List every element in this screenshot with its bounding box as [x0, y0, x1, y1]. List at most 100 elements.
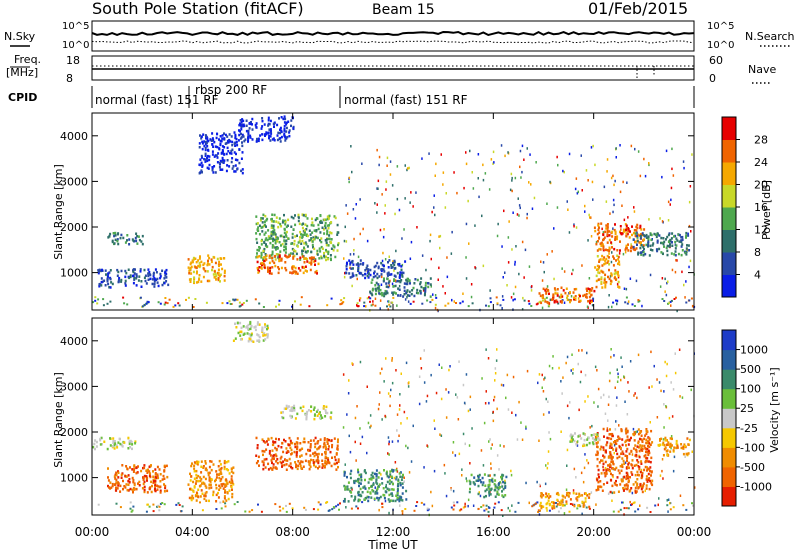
echo-cell [306, 245, 309, 248]
echo-cell [631, 459, 634, 462]
echo-cell [328, 445, 330, 448]
echo-cell [624, 440, 627, 444]
echo-cell [572, 368, 574, 371]
echo-cell [354, 440, 356, 444]
echo-cell [393, 279, 395, 282]
echo-cell [542, 413, 545, 416]
echo-cell [615, 447, 618, 450]
echo-cell [201, 492, 204, 495]
echo-cell [350, 145, 352, 148]
echo-cell [635, 450, 638, 453]
echo-cell [251, 138, 254, 141]
echo-cell [239, 119, 242, 122]
echo-cell [518, 214, 520, 217]
echo-cell [573, 296, 576, 299]
echo-cell [290, 416, 293, 419]
echo-cell [377, 266, 380, 270]
echo-cell [633, 229, 636, 232]
echo-cell [120, 278, 123, 282]
echo-cell [374, 264, 377, 268]
echo-cell [351, 272, 354, 275]
echo-cell [424, 289, 427, 292]
echo-cell [390, 492, 393, 496]
echo-cell [364, 276, 367, 280]
echo-cell [282, 507, 285, 510]
echo-cell [598, 231, 601, 234]
echo-cell [221, 475, 224, 479]
echo-cell [230, 152, 233, 155]
echo-cell [625, 427, 628, 430]
echo-cell [641, 490, 644, 494]
echo-cell [275, 460, 278, 463]
echo-cell [611, 499, 613, 502]
echo-cell [386, 487, 389, 490]
y-tick-label: 3000 [60, 380, 88, 393]
echo-cell [566, 296, 568, 299]
echo-cell [610, 348, 612, 351]
echo-cell [226, 482, 229, 485]
echo-cell [487, 484, 490, 487]
echo-cell [290, 409, 293, 412]
echo-cell [343, 474, 346, 477]
echo-cell [544, 289, 547, 292]
echo-cell [265, 219, 268, 222]
echo-cell [146, 503, 149, 506]
echo-cell [484, 402, 487, 405]
echo-cell [402, 473, 404, 477]
echo-cell [586, 351, 588, 355]
echo-cell [218, 165, 221, 169]
echo-cell [188, 269, 191, 272]
echo-cell [553, 287, 556, 290]
power-colorbar-label: Power [dB] [760, 180, 773, 240]
echo-cell [609, 282, 612, 286]
echo-cell [431, 504, 434, 508]
echo-cell [541, 492, 543, 496]
echo-cell [103, 440, 106, 443]
time-axis-ticks: 00:00 04:00 08:00 12:00 16:00 20:00 00:00 [75, 525, 712, 539]
echo-cell [387, 392, 390, 395]
echo-cell [649, 248, 652, 251]
echo-cell [615, 259, 617, 262]
echo-cell [304, 231, 306, 234]
echo-cell [212, 171, 215, 174]
echo-cell [651, 441, 654, 444]
echo-cell [575, 226, 578, 229]
echo-cell [239, 124, 242, 127]
echo-cell [508, 220, 510, 223]
echo-cell [257, 268, 260, 271]
echo-cell [426, 299, 429, 302]
echo-cell [304, 223, 307, 226]
colorbar-tick-label: 8 [754, 246, 761, 259]
echo-cell [544, 495, 547, 499]
echo-cell [205, 141, 208, 145]
echo-cell [559, 507, 562, 510]
echo-cell [642, 482, 645, 485]
echo-cell [317, 508, 320, 511]
echo-cell [295, 455, 298, 458]
echo-cell [643, 444, 646, 448]
echo-cell [222, 487, 225, 490]
echo-cell [569, 300, 571, 304]
echo-cell [223, 279, 226, 282]
echo-cell [318, 446, 321, 449]
echo-cell [321, 416, 324, 419]
echo-cell [285, 255, 288, 258]
echo-cell [297, 213, 300, 217]
echo-cell [280, 244, 282, 247]
echo-cell [147, 301, 150, 304]
echo-cell [324, 452, 327, 455]
echo-cell [531, 285, 533, 288]
echo-cell [290, 406, 293, 410]
echo-cell [401, 237, 403, 240]
echo-cell [525, 427, 527, 430]
echo-cell [230, 160, 233, 164]
echo-cell [220, 477, 223, 481]
echo-cell [369, 414, 372, 417]
echo-cell [210, 478, 213, 481]
echo-cell [538, 439, 540, 442]
echo-cell [154, 468, 157, 471]
echo-cell [158, 509, 161, 512]
echo-cell [128, 481, 131, 484]
echo-cell [312, 256, 315, 259]
echo-cell [117, 471, 120, 474]
